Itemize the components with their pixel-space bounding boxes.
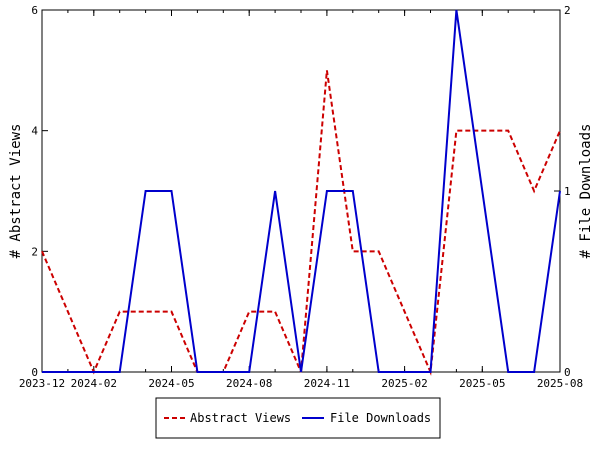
y-left-axis-title: # Abstract Views xyxy=(8,124,24,259)
y-right-tick-label: 1 xyxy=(564,185,571,198)
series-line-abstract-views xyxy=(41,70,561,376)
x-tick-label: 2025-08 xyxy=(537,377,583,390)
x-tick-label: 2024-11 xyxy=(304,377,350,390)
y-left-tick-label: 6 xyxy=(31,4,38,17)
x-tick-label: 2023-12 xyxy=(19,377,65,390)
y-right-tick-label: 2 xyxy=(564,4,571,17)
y-left-tick-label: 2 xyxy=(31,245,38,258)
x-tick-label: 2024-02 xyxy=(71,377,117,390)
y-right-tick-label: 0 xyxy=(564,366,571,379)
y-right-axis-title: # File Downloads xyxy=(578,124,594,259)
y-left-tick-label: 0 xyxy=(31,366,38,379)
x-tick-label: 2025-02 xyxy=(381,377,427,390)
series-line-file-downloads xyxy=(42,9,561,373)
x-tick-label: 2024-05 xyxy=(148,377,194,390)
legend-label-abstract-views: Abstract Views xyxy=(190,411,291,425)
x-tick-label: 2024-08 xyxy=(226,377,272,390)
legend-box xyxy=(155,397,441,439)
legend-label-file-downloads: File Downloads xyxy=(330,411,431,425)
y-left-tick-label: 4 xyxy=(31,125,38,138)
x-tick-label: 2025-05 xyxy=(459,377,505,390)
